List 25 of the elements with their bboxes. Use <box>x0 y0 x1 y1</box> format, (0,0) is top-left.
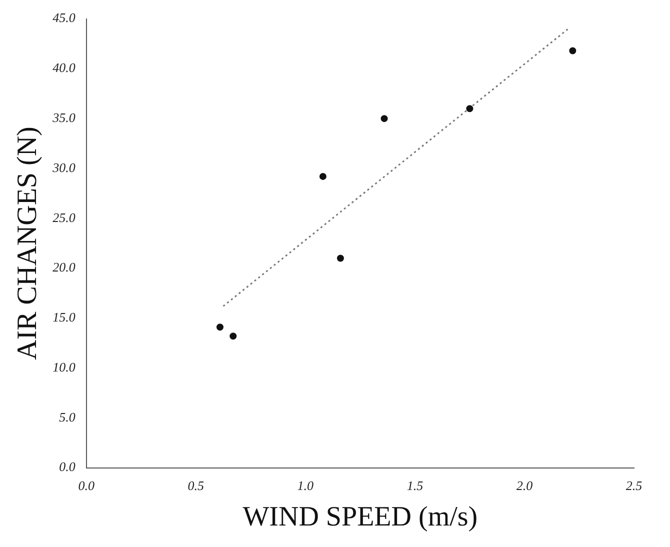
point <box>336 254 344 262</box>
point <box>319 172 326 180</box>
x-tick-label: 0.0 <box>78 478 95 494</box>
x-axis-title: WIND SPEED (m/s) <box>242 502 478 533</box>
y-tick-label: 5.0 <box>59 409 76 424</box>
x-tick-label: 0.5 <box>188 478 205 494</box>
y-axis-title: AIR CHANGES (N) <box>12 126 44 360</box>
x-tick-label: 1.0 <box>297 478 314 494</box>
y-tick-label: 40.0 <box>52 60 76 76</box>
x-tick-label: 2.5 <box>626 478 643 494</box>
y-tick-label: 15.0 <box>52 310 76 325</box>
x-tick-label: 1.5 <box>406 478 424 494</box>
y-tick-label: 35.0 <box>52 110 76 125</box>
y-tick-label: 30.0 <box>52 160 76 175</box>
y-tick-label: 10.0 <box>52 359 76 374</box>
y-tick-label: 0.0 <box>59 459 76 474</box>
y-tick-label: 45.0 <box>52 10 76 26</box>
point <box>569 47 576 54</box>
x-tick-label: 2.0 <box>516 478 534 494</box>
point <box>216 324 224 331</box>
y-tick-label: 20.0 <box>52 260 76 275</box>
y-tick-label: 25.0 <box>52 210 76 225</box>
point <box>230 332 237 340</box>
point <box>380 115 388 122</box>
point <box>466 105 474 112</box>
